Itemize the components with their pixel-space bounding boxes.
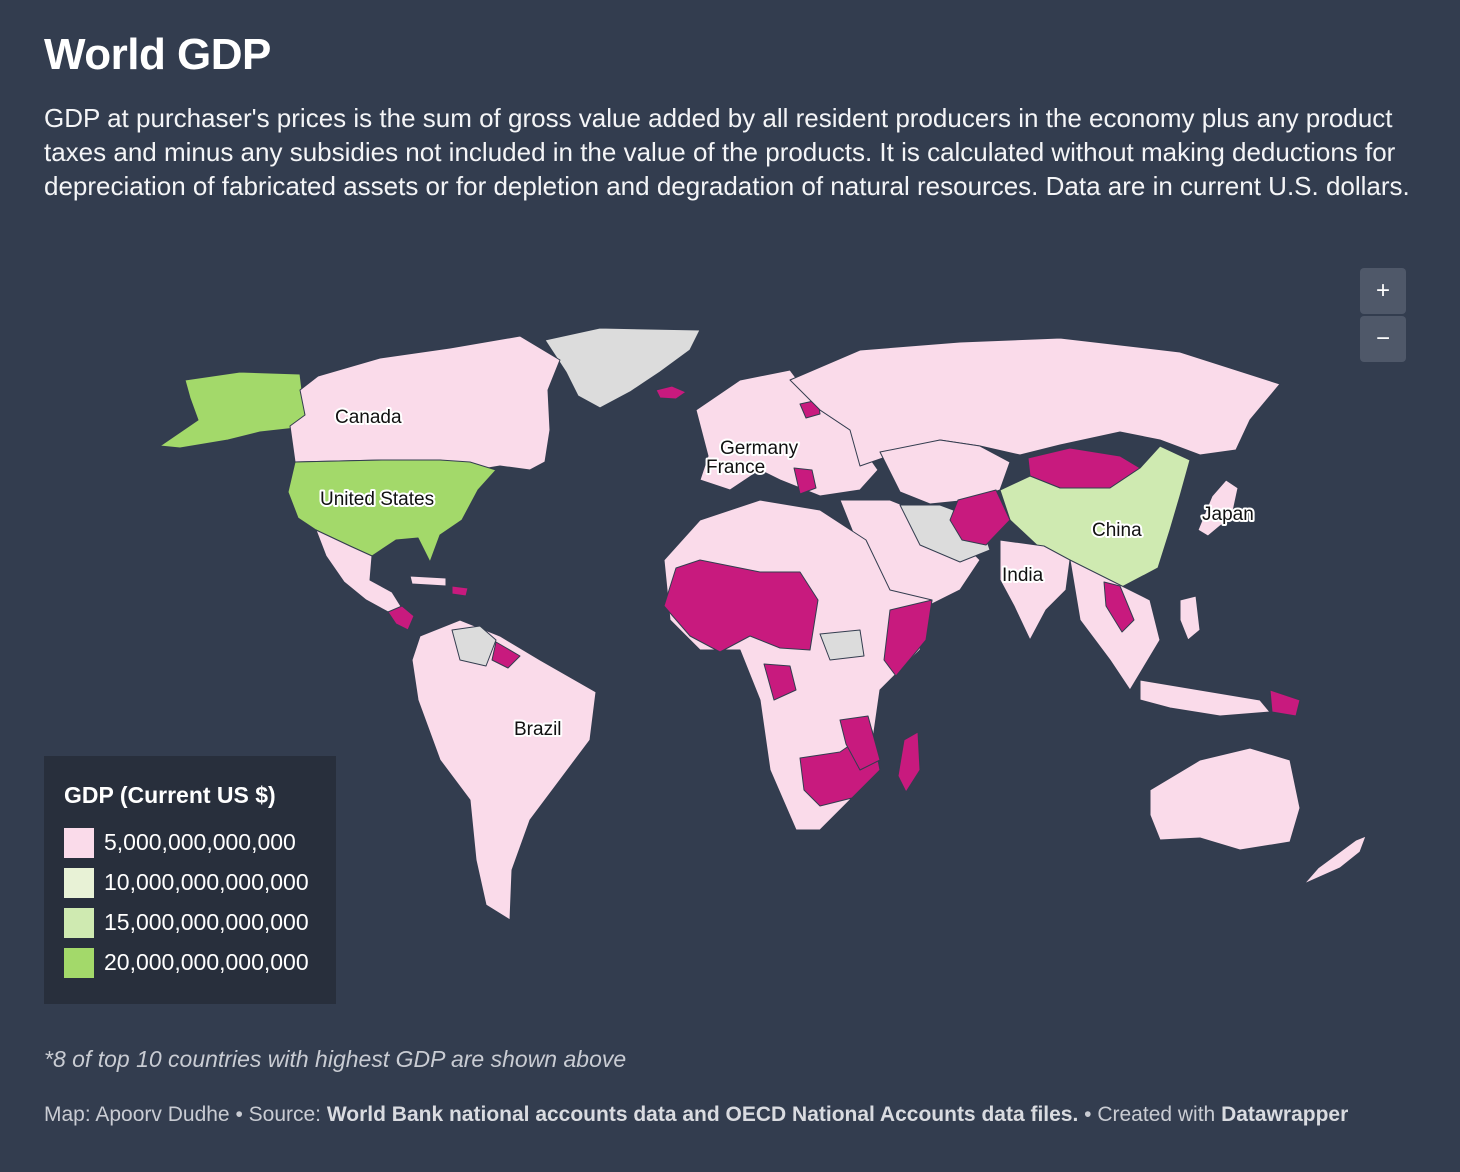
new-zealand-region[interactable] — [1303, 835, 1367, 885]
legend-swatch — [64, 828, 94, 858]
east-africa-region[interactable] — [839, 715, 881, 771]
india-region[interactable] — [999, 539, 1071, 641]
footer-separator: • Source: — [229, 1103, 327, 1126]
japan-region[interactable] — [1197, 479, 1239, 537]
chart-title: World GDP — [44, 30, 271, 79]
chart-description: GDP at purchaser's prices is the sum of … — [44, 103, 1410, 201]
afghanistan-region[interactable] — [949, 489, 1011, 546]
canada-region[interactable] — [289, 335, 561, 471]
label-canada: Canada — [335, 407, 402, 428]
balkans-region[interactable] — [793, 467, 817, 495]
south-america-region[interactable] — [411, 619, 597, 921]
united-states-region[interactable] — [287, 459, 497, 563]
label-india: India — [1002, 565, 1044, 586]
southeast-asia-region[interactable] — [1069, 559, 1161, 691]
europe-region[interactable] — [695, 369, 879, 497]
map-author: Map: Apoorv Dudhe — [44, 1103, 230, 1126]
indonesia-region[interactable] — [1139, 679, 1271, 717]
footer-separator: • Created with — [1078, 1103, 1222, 1126]
venezuela-region[interactable] — [451, 625, 497, 667]
label-france: France — [706, 457, 765, 478]
legend-title: GDP (Current US $) — [64, 782, 276, 808]
datawrapper-link[interactable]: Datawrapper — [1221, 1103, 1349, 1126]
zoom-out-button[interactable]: − — [1360, 316, 1406, 362]
south-sudan-region[interactable] — [819, 629, 865, 661]
australia-region[interactable] — [1149, 747, 1301, 851]
central-america-region[interactable] — [387, 605, 415, 631]
guyana-region[interactable] — [491, 641, 521, 669]
footnote: *8 of top 10 countries with highest GDP … — [44, 1046, 627, 1072]
madagascar-region[interactable] — [897, 731, 921, 793]
legend-label: 20,000,000,000,000 — [104, 949, 309, 975]
footer-credits: Map: Apoorv Dudhe • Source: World Bank n… — [44, 1103, 1348, 1127]
philippines-region[interactable] — [1179, 595, 1201, 641]
laos-cambodia-region[interactable] — [1103, 581, 1135, 633]
iceland-region[interactable] — [655, 385, 687, 400]
zoom-in-button[interactable]: + — [1360, 268, 1406, 314]
greenland-region[interactable] — [544, 327, 701, 409]
source-link[interactable]: World Bank national accounts data and OE… — [326, 1103, 1079, 1126]
legend-swatch — [64, 868, 94, 898]
russia-region[interactable] — [789, 337, 1281, 467]
world-map[interactable]: Canada United States Germany France Chin… — [0, 0, 1460, 1040]
papua-region[interactable] — [1269, 689, 1301, 717]
legend-swatch — [64, 908, 94, 938]
label-china: China — [1092, 520, 1142, 541]
legend-box: GDP (Current US $) 5,000,000,000,000 10,… — [44, 756, 336, 1004]
legend-swatch — [64, 948, 94, 978]
alaska-region[interactable] — [159, 371, 306, 449]
legend-label: 15,000,000,000,000 — [104, 909, 309, 935]
central-africa-region[interactable] — [763, 663, 797, 701]
legend-label: 10,000,000,000,000 — [104, 869, 309, 895]
horn-of-africa-region[interactable] — [883, 599, 933, 677]
label-japan: Japan — [1202, 504, 1254, 525]
label-brazil: Brazil — [514, 719, 562, 740]
legend-label: 5,000,000,000,000 — [104, 829, 296, 855]
cuba-region[interactable] — [409, 575, 447, 587]
haiti-region[interactable] — [451, 585, 469, 597]
label-germany: Germany — [720, 438, 799, 459]
sahel-region[interactable] — [663, 559, 819, 653]
label-united-states: United States — [320, 489, 434, 510]
